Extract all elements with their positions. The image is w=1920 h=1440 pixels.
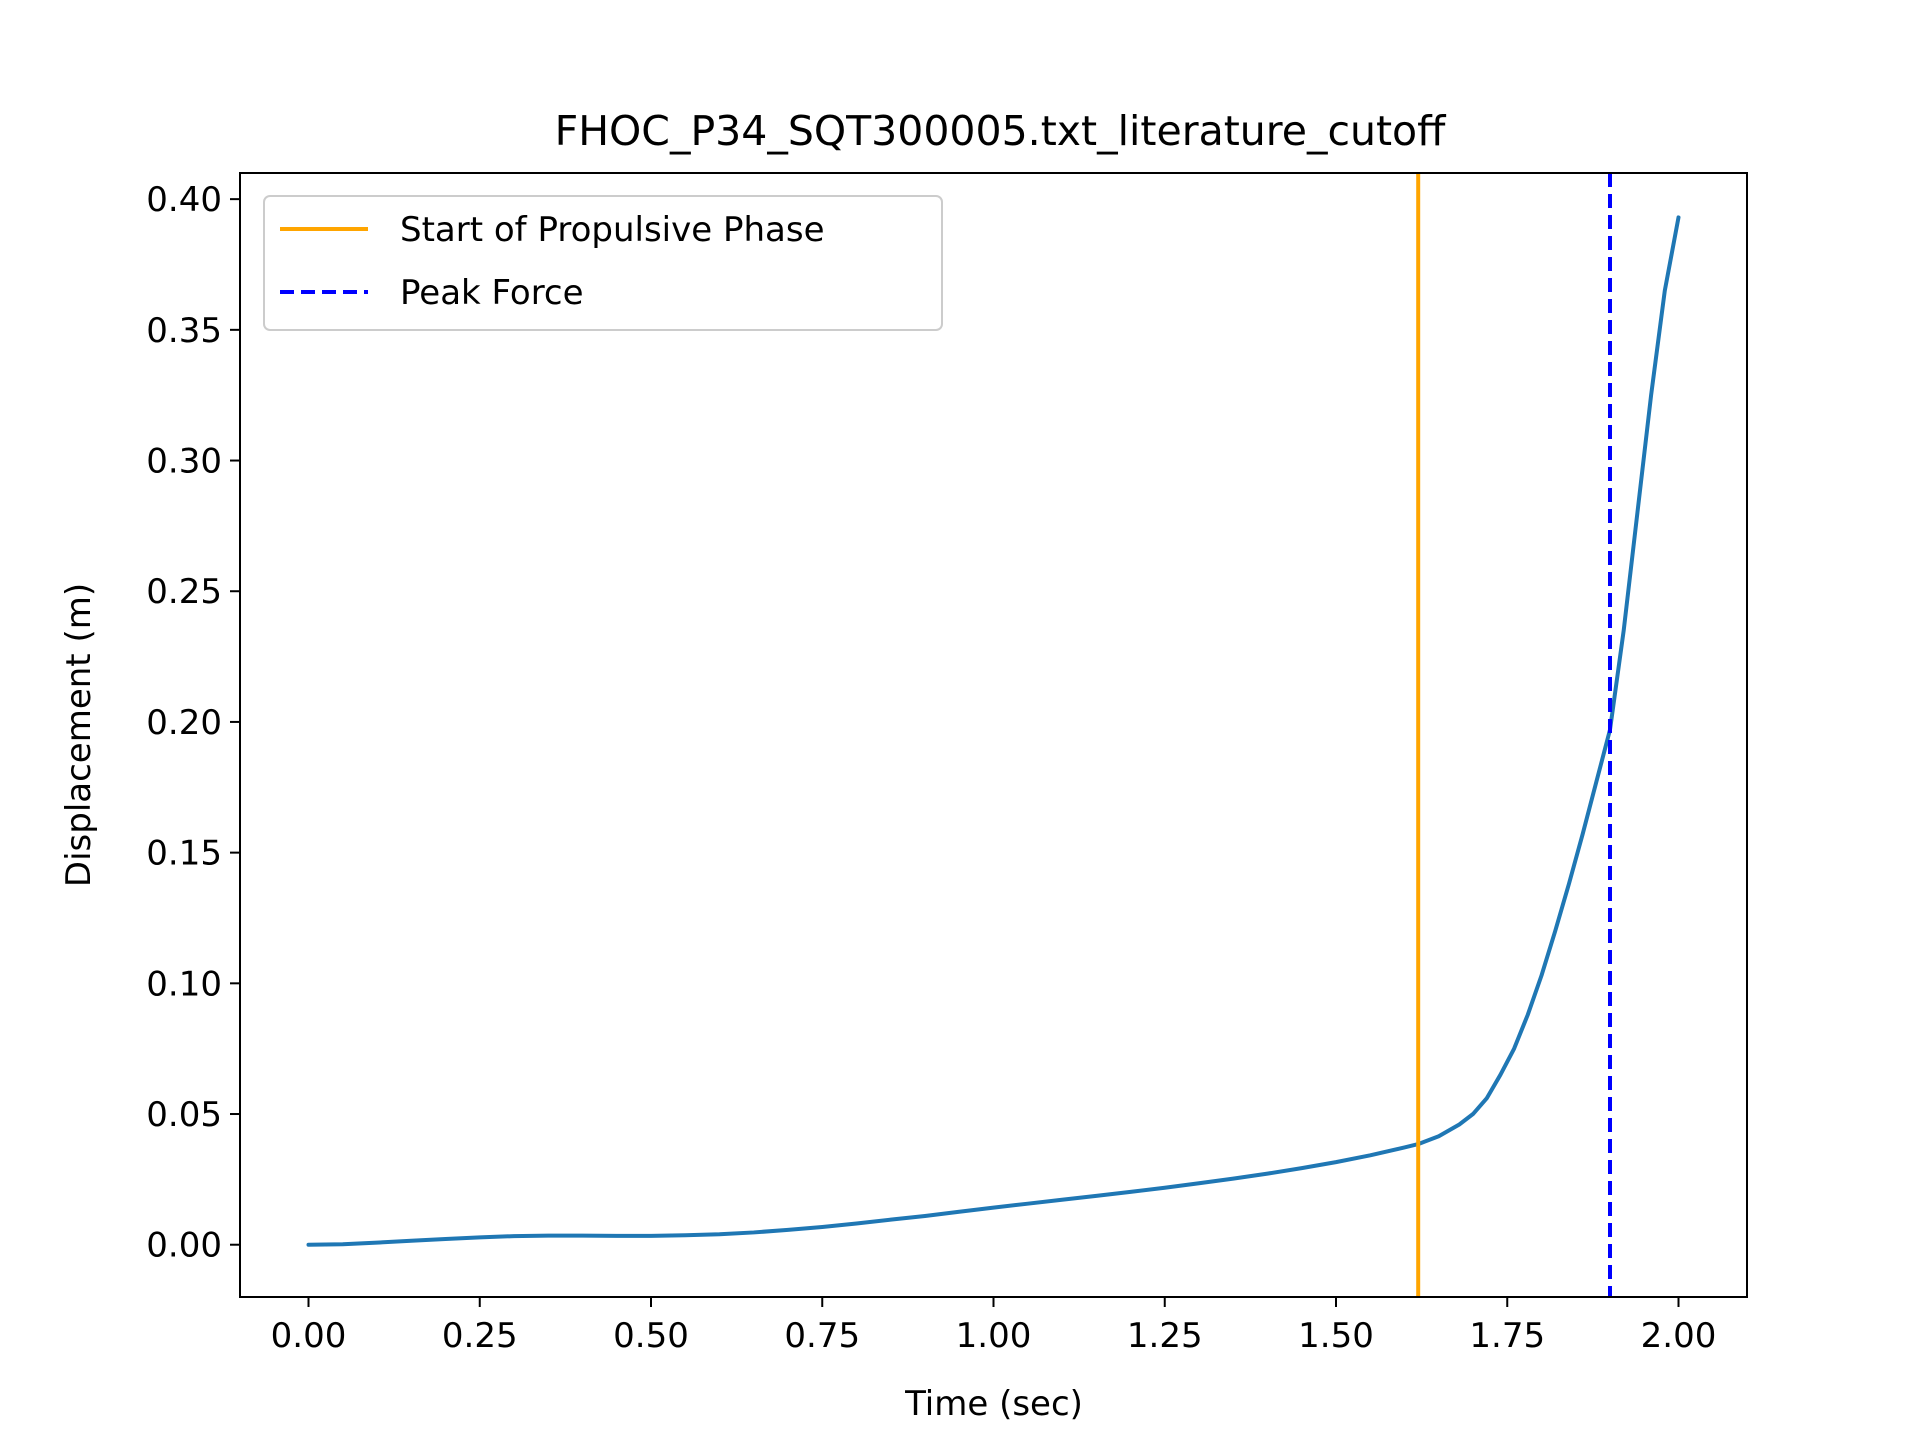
y-tick-label: 0.10 (146, 964, 222, 1004)
x-tick-label: 0.50 (613, 1316, 689, 1356)
y-tick-label: 0.00 (146, 1226, 222, 1266)
x-tick-label: 1.25 (1127, 1316, 1203, 1356)
data-layer (306, 173, 1681, 1297)
y-tick-label: 0.40 (146, 180, 222, 220)
series-line-0 (306, 215, 1681, 1247)
x-tick-label: 0.25 (442, 1316, 518, 1356)
y-tick-label: 0.05 (146, 1095, 222, 1135)
legend-label-propulsive: Start of Propulsive Phase (400, 210, 825, 250)
y-tick-label: 0.35 (146, 311, 222, 351)
axis-ticks: 0.00 0.25 0.50 0.75 1.00 1.25 1.50 1.75 2.00 0.00… (146, 180, 1716, 1356)
y-axis-label: Displacement (m) (59, 583, 99, 887)
x-tick-label: 1.50 (1298, 1316, 1374, 1356)
x-tick-label: 0.75 (784, 1316, 860, 1356)
legend-label-peak-force: Peak Force (400, 273, 584, 313)
x-tick-label: 2.00 (1641, 1316, 1717, 1356)
x-tick-label: 1.00 (956, 1316, 1032, 1356)
x-axis-label: Time (sec) (904, 1384, 1083, 1424)
legend: Start of Propulsive Phase Peak Force (263, 195, 943, 331)
y-tick-label: 0.15 (146, 834, 222, 874)
plot-frame (239, 172, 1748, 1298)
x-tick-label: 0.00 (271, 1316, 347, 1356)
legend-box (263, 195, 943, 331)
y-tick-label: 0.20 (146, 703, 222, 743)
x-tick-label: 1.75 (1469, 1316, 1545, 1356)
y-tick-label: 0.25 (146, 572, 222, 612)
y-tick-label: 0.30 (146, 442, 222, 482)
chart-title: FHOC_P34_SQT300005.txt_literature_cutoff (555, 107, 1448, 155)
